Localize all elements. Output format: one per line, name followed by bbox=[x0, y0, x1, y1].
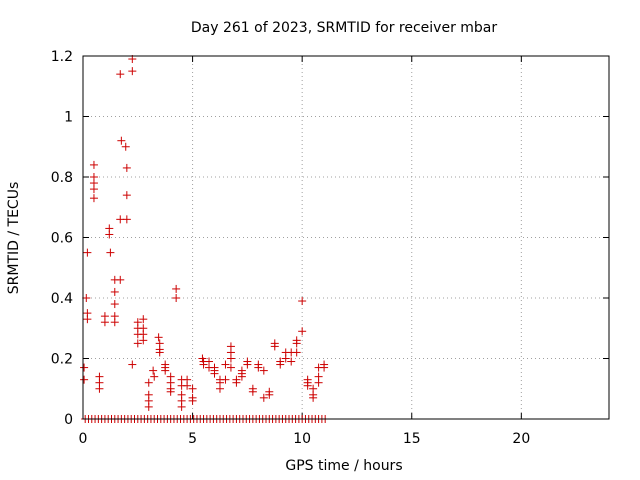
data-point bbox=[128, 360, 137, 369]
data-point bbox=[154, 333, 163, 342]
data-point bbox=[83, 315, 92, 324]
data-point bbox=[292, 348, 301, 357]
y-tick-label: 0 bbox=[64, 412, 73, 428]
data-point bbox=[215, 384, 224, 393]
data-point bbox=[177, 402, 186, 411]
data-point bbox=[259, 366, 268, 375]
data-point bbox=[139, 336, 148, 345]
data-point bbox=[303, 381, 312, 390]
data-point bbox=[226, 363, 235, 372]
data-point bbox=[172, 284, 181, 293]
data-point bbox=[144, 402, 153, 411]
data-point bbox=[226, 354, 235, 363]
data-point bbox=[232, 378, 241, 387]
data-point bbox=[110, 287, 119, 296]
data-point bbox=[221, 375, 230, 384]
data-point bbox=[117, 136, 126, 145]
data-point bbox=[149, 366, 158, 375]
data-point bbox=[237, 372, 246, 381]
data-point bbox=[105, 230, 114, 239]
y-tick-label: 0.6 bbox=[51, 231, 73, 247]
data-point bbox=[166, 387, 175, 396]
data-point bbox=[122, 215, 131, 224]
data-point bbox=[320, 363, 329, 372]
data-point bbox=[106, 248, 115, 257]
data-point bbox=[265, 390, 274, 399]
data-point bbox=[210, 369, 219, 378]
y-tick-label: 0.8 bbox=[51, 170, 73, 186]
data-point bbox=[82, 294, 91, 302]
data-point bbox=[144, 378, 153, 387]
y-axis-label: SRMTID / TECUs bbox=[6, 182, 22, 295]
x-axis-label: GPS time / hours bbox=[285, 458, 402, 474]
chart-title: Day 261 of 2023, SRMTID for receiver mba… bbox=[191, 20, 498, 36]
data-point bbox=[199, 360, 208, 369]
data-point bbox=[243, 360, 252, 369]
data-point bbox=[287, 357, 296, 366]
data-point bbox=[80, 363, 89, 372]
x-tick-label: 0 bbox=[79, 431, 88, 447]
x-tick-label: 15 bbox=[403, 431, 421, 447]
data-point bbox=[254, 363, 263, 372]
data-point bbox=[298, 327, 307, 336]
data-point bbox=[128, 67, 137, 76]
x-tick-label: 10 bbox=[293, 431, 311, 447]
data-point bbox=[172, 294, 181, 302]
data-point bbox=[110, 300, 119, 309]
data-point bbox=[89, 185, 98, 194]
data-point bbox=[122, 191, 131, 200]
y-tick-label: 0.4 bbox=[51, 291, 73, 307]
grid-lines bbox=[83, 56, 609, 419]
x-tick-label: 5 bbox=[188, 431, 197, 447]
data-point bbox=[150, 372, 159, 381]
plot-frame bbox=[82, 55, 610, 420]
data-point bbox=[281, 354, 290, 363]
x-tick-label: 20 bbox=[512, 431, 530, 447]
data-point bbox=[188, 384, 197, 393]
data-point bbox=[161, 366, 170, 375]
data-point bbox=[116, 70, 125, 79]
y-tick-label: 1 bbox=[64, 110, 73, 126]
x-axis-ticks: 0 5 10 15 20 bbox=[79, 56, 530, 447]
data-point bbox=[122, 163, 131, 172]
y-axis-ticks: 0 0.2 0.4 0.6 0.8 1 1.2 bbox=[51, 49, 609, 428]
data-point bbox=[314, 378, 323, 387]
data-point bbox=[89, 194, 98, 203]
data-point bbox=[155, 348, 164, 357]
data-point bbox=[83, 248, 92, 257]
data-point bbox=[309, 393, 318, 402]
data-point bbox=[95, 384, 104, 393]
y-tick-label: 0.2 bbox=[51, 352, 73, 368]
data-point bbox=[188, 396, 197, 405]
data-point bbox=[80, 375, 89, 384]
data-point bbox=[292, 339, 301, 348]
data-point bbox=[100, 318, 109, 327]
data-point bbox=[248, 387, 257, 396]
data-point bbox=[270, 342, 279, 351]
data-point bbox=[276, 360, 285, 369]
data-point bbox=[139, 315, 148, 324]
data-point bbox=[121, 142, 130, 151]
data-point bbox=[221, 360, 230, 369]
data-point bbox=[89, 160, 98, 169]
data-point bbox=[298, 297, 307, 306]
data-point bbox=[116, 275, 125, 284]
y-tick-label: 1.2 bbox=[51, 49, 73, 65]
data-points bbox=[80, 55, 330, 423]
data-point bbox=[259, 393, 268, 402]
data-point bbox=[183, 381, 192, 390]
data-point bbox=[133, 339, 142, 348]
data-point bbox=[110, 318, 119, 327]
